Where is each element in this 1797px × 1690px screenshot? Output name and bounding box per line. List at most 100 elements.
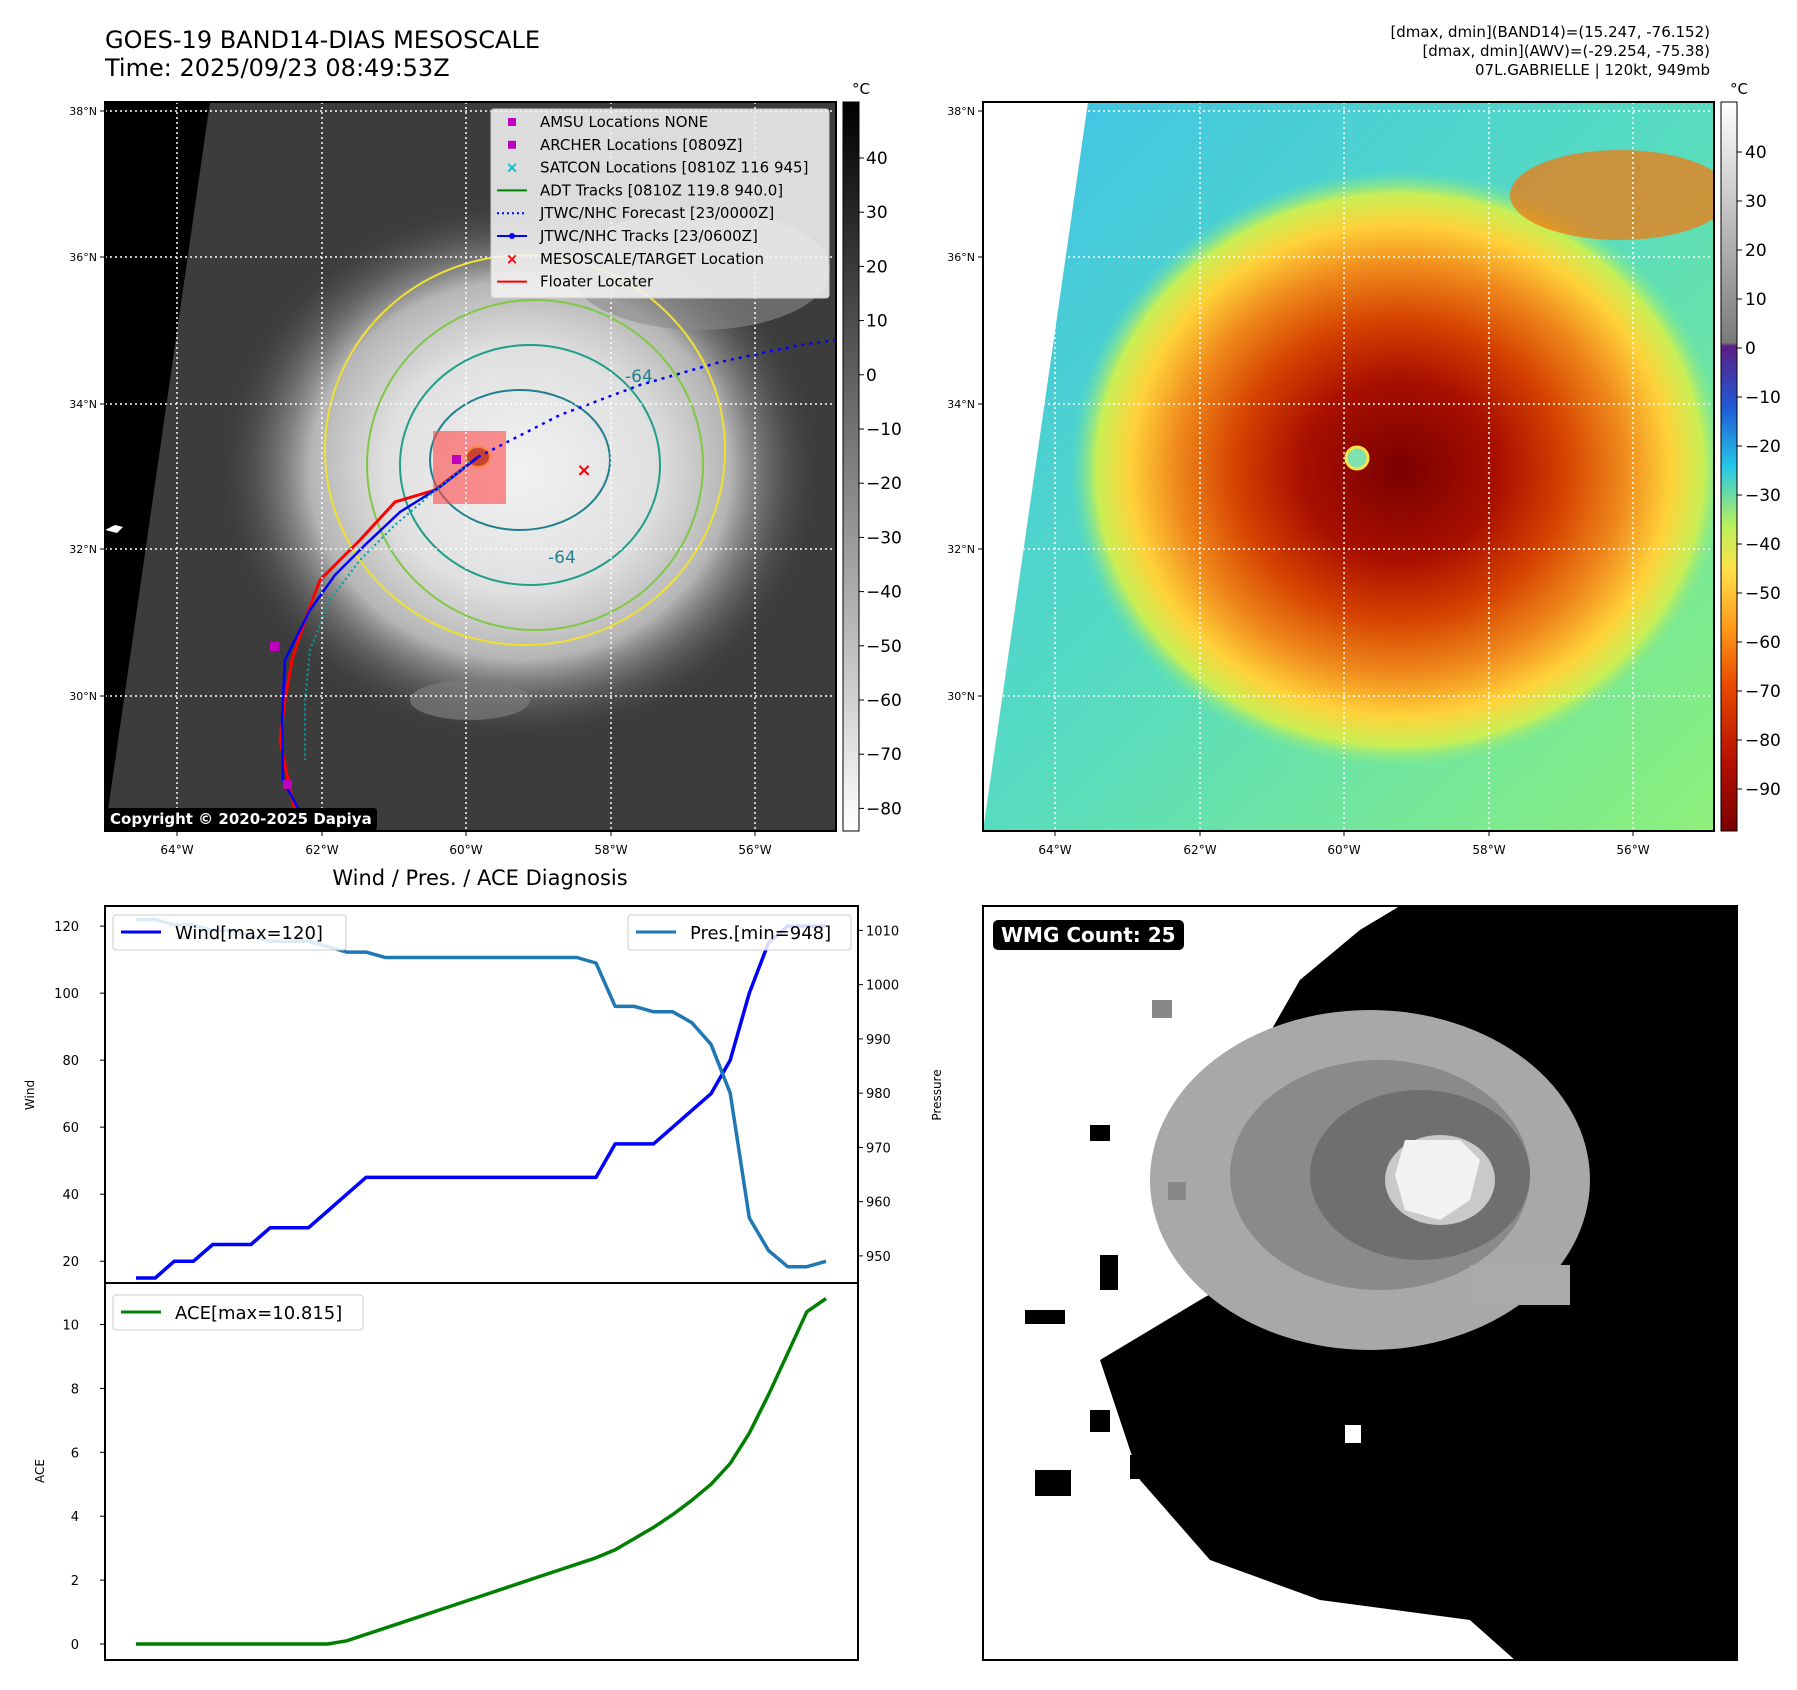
legend-label: ADT Tracks [0810Z 119.8 940.0]: [540, 181, 783, 199]
contour-inner: [429, 389, 611, 531]
y-tick-label: 8: [71, 1382, 79, 1397]
wmg-eye-core: [1395, 1140, 1480, 1220]
left-colorbar-ticks: 40 30 20 10 0 −10 −20 −30 −40 −50 −60 −70 −80: [859, 149, 902, 819]
legend-marker: ×: [506, 159, 519, 177]
lat-tick-label: 38°N: [69, 105, 97, 118]
copyright-label: Copyright © 2020-2025 Dapiya: [105, 808, 377, 830]
ir-color-map: [983, 102, 1714, 831]
cloud-shield: [1070, 170, 1714, 770]
colorbar-tick-label: −40: [1745, 535, 1781, 555]
colorbar-tick-label: −50: [866, 637, 902, 657]
y-tick-label: 0: [71, 1638, 79, 1653]
map-axis-ticks: 64°W 62°W 60°W 58°W 56°W 38°N 36°N 34°N 32°N 30°N…: [69, 105, 1649, 857]
colorbar-tick-label: −20: [1745, 437, 1781, 457]
colorbar-tick-label: −70: [1745, 682, 1781, 702]
wmg-count-label: WMG Count: 25: [993, 920, 1184, 950]
wmg-pixel: [1025, 1310, 1065, 1324]
colorbar-tick-label: 40: [866, 149, 888, 169]
wmg-pixel: [1152, 1000, 1172, 1018]
ace-ylabel: ACE: [33, 1459, 47, 1483]
lon-tick-label: 62°W: [305, 843, 338, 857]
wmg-pixel: [1345, 1425, 1361, 1443]
contour-label: -64: [548, 548, 576, 568]
lon-tick-label: 64°W: [160, 843, 193, 857]
legend-marker: [508, 118, 516, 126]
contour-label: -64: [625, 367, 653, 387]
lon-tick-label: 56°W: [1616, 843, 1649, 857]
lat-tick-label: 34°N: [947, 398, 975, 411]
colorbar-tick-label: −20: [866, 474, 902, 494]
y-tick-label: 80: [62, 1054, 79, 1069]
storm-info-line2: [dmax, dmin](AWV)=(-29.254, -75.38): [1422, 42, 1710, 60]
left-colorbar: [842, 101, 860, 832]
y-tick-label: 1000: [866, 979, 899, 994]
archer-marker: [270, 642, 279, 651]
series-line-wind: [136, 924, 826, 1280]
target-marker: ×: [576, 460, 591, 481]
colorbar-tick-label: −40: [866, 583, 902, 603]
series-line-ace: [136, 1297, 827, 1646]
wind-pressure-plot-frame: [104, 905, 859, 1284]
colorbar-tick-label: −70: [866, 745, 902, 765]
pressure-legend-box: [627, 914, 852, 951]
map-title: GOES-19 BAND14-DIAS MESOSCALE Time: 2025…: [105, 26, 540, 82]
wmg-pixel: [1470, 1265, 1570, 1305]
pressure-ylabel: Pressure: [930, 1069, 944, 1120]
y-tick-label: 20: [62, 1255, 79, 1270]
lat-tick-label: 36°N: [947, 251, 975, 264]
coastline: [105, 525, 123, 533]
cloud-band: [410, 680, 530, 720]
ace-legend-box: [112, 1294, 364, 1331]
lon-tick-label: 56°W: [738, 843, 771, 857]
colorbar-tick-label: 20: [866, 257, 888, 277]
lon-tick-label: 60°W: [449, 843, 482, 857]
legend-marker: [508, 140, 516, 149]
lat-tick-label: 32°N: [947, 543, 975, 556]
lat-tick-label: 34°N: [69, 398, 97, 411]
wind-pressure-plot: 20 40 60 80 100 120 950 960 970 980 990 1000 1010: [54, 917, 899, 1280]
y-tick-label: 10: [62, 1319, 79, 1334]
wmg-pixel: [1130, 1455, 1166, 1479]
y-tick-label: 6: [71, 1446, 79, 1461]
legend-marker-dot: [509, 233, 515, 239]
colorbar-tick-label: 40: [1745, 143, 1767, 163]
map-title-line1: GOES-19 BAND14-DIAS MESOSCALE: [105, 26, 541, 54]
archer-marker: [283, 780, 292, 789]
wmg-pixel: [1090, 1125, 1110, 1141]
legend-label: Floater Locater: [540, 273, 654, 291]
colorbar-tick-label: −10: [1745, 388, 1781, 408]
left-map-frame: [104, 101, 837, 832]
y-tick-label: 120: [54, 920, 79, 935]
storm-info-line1: [dmax, dmin](BAND14)=(15.247, -76.152): [1390, 23, 1710, 41]
y-tick-label: 990: [866, 1033, 891, 1048]
lon-tick-label: 64°W: [1038, 843, 1071, 857]
eye: [1344, 445, 1370, 471]
storm-info-line3: 07L.GABRIELLE | 120kt, 949mb: [1475, 61, 1710, 79]
y-tick-label: 40: [62, 1188, 79, 1203]
wmg-pixel: [1100, 1255, 1118, 1290]
legend-label: JTWC/NHC Forecast [23/0000Z]: [539, 204, 774, 222]
right-colorbar: [1720, 101, 1738, 832]
left-colorbar-unit: °C: [852, 80, 870, 98]
map-title-line2: Time: 2025/09/23 08:49:53Z: [105, 54, 450, 82]
lat-tick-label: 36°N: [69, 251, 97, 264]
diagnosis-title: Wind / Pres. / ACE Diagnosis: [332, 866, 627, 890]
colorbar-tick-label: 10: [866, 312, 888, 332]
storm-info: [dmax, dmin](BAND14)=(15.247, -76.152) […: [1390, 23, 1710, 80]
y-tick-label: 980: [866, 1087, 891, 1102]
colorbar-tick-label: 0: [866, 366, 877, 386]
legend-label: MESOSCALE/TARGET Location: [540, 250, 764, 268]
wind-ylabel: Wind: [23, 1080, 37, 1110]
cloud-band: [1510, 150, 1714, 240]
colorbar-tick-label: 20: [1745, 241, 1767, 261]
y-tick-label: 960: [866, 1196, 891, 1211]
legend-label: AMSU Locations NONE: [540, 113, 708, 131]
right-colorbar-ticks: 40 30 20 10 0 −10 −20 −30 −40 −50 −60 −70 −80 −90: [1737, 143, 1781, 800]
pressure-legend-label: Pres.[min=948]: [690, 923, 831, 944]
floater-box: [433, 431, 506, 504]
legend-marker: ×: [506, 250, 519, 268]
y-tick-label: 1010: [866, 924, 899, 939]
colorbar-tick-label: 30: [1745, 192, 1767, 212]
lon-tick-label: 58°W: [594, 843, 627, 857]
